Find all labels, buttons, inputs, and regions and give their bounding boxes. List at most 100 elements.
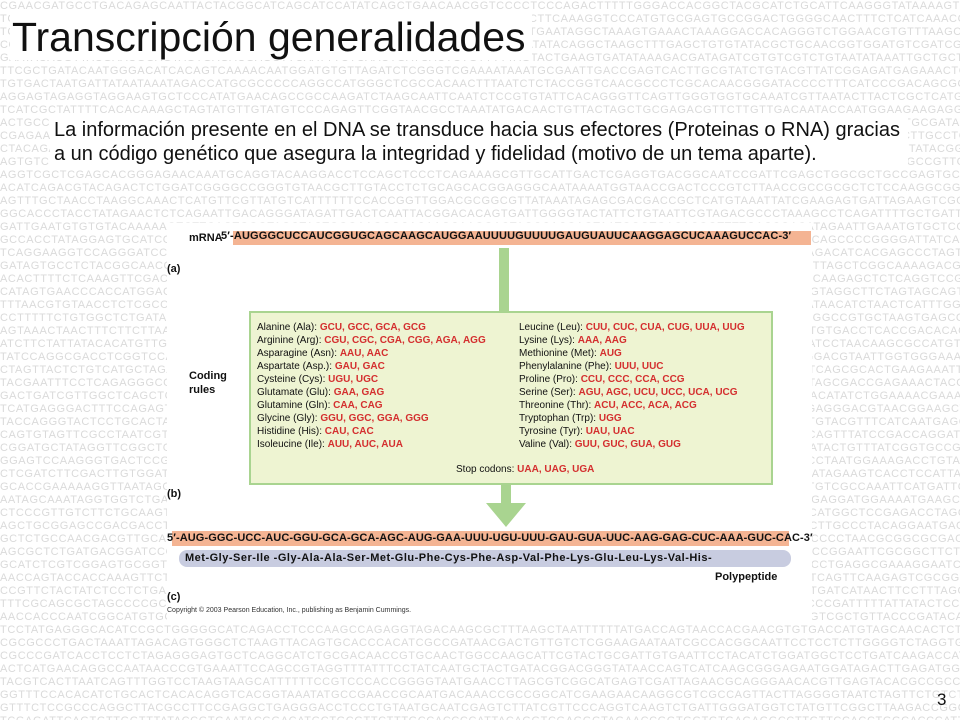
- codon-list: GCU, GCC, GCA, GCG: [319, 322, 426, 333]
- coding-rule-row: Asparagine (Asn): AAU, AAC: [257, 347, 486, 360]
- background-texture-row: TACGTCACTTAATCAGTTTGGTCCTAAGTAAGCATTTTTT…: [0, 676, 960, 688]
- coding-rule-row: Valine (Val): GUU, GUC, GUA, GUG: [519, 438, 745, 451]
- amino-acid-name: Arginine (Arg):: [257, 335, 322, 346]
- background-texture-row: ACATCAGACGTACAGACTCTGGATCGGGGCCGGGTGTAAC…: [0, 182, 960, 194]
- codon-list: CUU, CUC, CUA, CUG, UUA, UUG: [585, 322, 745, 333]
- background-texture-row: GTTTCTCCGCCCAGGCTTACGCCTTCCGAGGCTGAGGGAC…: [0, 702, 960, 714]
- amino-acid-name: Tyrosine (Tyr):: [519, 426, 583, 437]
- amino-acid-name: Threonine (Thr):: [519, 400, 592, 411]
- codon-list: AAU, AAC: [339, 348, 389, 359]
- label-c: (c): [167, 591, 181, 603]
- codon-sequence: 5′-AUG-GGC-UCC-AUC-GGU-GCA-GCA-AGC-AUG-G…: [167, 532, 813, 544]
- coding-rule-row: Aspartate (Asp.): GAU, GAC: [257, 360, 486, 373]
- amino-acid-name: Tryptophan (Trp):: [519, 413, 597, 424]
- codon-list: UUU, UUC: [614, 361, 664, 372]
- coding-rule-row: Phenylalanine (Phe): UUU, UUC: [519, 360, 745, 373]
- background-texture-row: TGTGACTAATGATTATAATAAATAGACCATGCGCCCCCAG…: [0, 78, 960, 90]
- slide-title: Transcripción generalidades: [10, 14, 532, 60]
- background-texture-row: TCATCGCTATTTTCACACAAAGCTAGTATGTTGTATGTCC…: [0, 104, 960, 116]
- stop-label: Stop codons:: [456, 464, 515, 475]
- coding-rule-row: Glycine (Gly): GGU, GGC, GGA, GGG: [257, 412, 486, 425]
- intro-paragraph: La información presente en el DNA se tra…: [50, 118, 908, 166]
- amino-acid-name: Asparagine (Asn):: [257, 348, 338, 359]
- amino-acid-name: Glutamate (Glu):: [257, 387, 331, 398]
- background-texture-row: GGCACCCTACCTATAGAACTCTCAGAATTGACAGGGATAG…: [0, 208, 960, 220]
- background-texture-row: CGCCCGATCACCTCCTCTAGAGGGAGTGCTCAGGCATCTG…: [0, 650, 960, 662]
- amino-acid-name: Proline (Pro):: [519, 374, 578, 385]
- background-texture-row: AGTTTGCTAACCTAAGGCAAACTCATGTTCGTTATGTCAT…: [0, 195, 960, 207]
- background-texture-row: AGGTCGCTCGAGCACGGGAGAACAAATGCAGGTACAAGGA…: [0, 169, 960, 181]
- amino-acid-name: Serine (Ser):: [519, 387, 576, 398]
- coding-label-line1: Coding: [189, 370, 227, 382]
- codon-list: GAA, GAG: [333, 387, 385, 398]
- mrna-label: mRNA: [189, 232, 223, 244]
- arrow-top-shaft: [499, 248, 509, 311]
- background-texture-row: TTCGCTGATACAATGGGACATCACAGTCAAAACAATGGAT…: [0, 65, 960, 77]
- mrna-sequence: 5′-AUGGGCUCCAUCGGUGCAGCAAGCAUGGAAUUUUGUU…: [221, 230, 792, 242]
- coding-rule-row: Threonine (Thr): ACU, ACC, ACA, ACG: [519, 399, 745, 412]
- amino-acid-name: Glycine (Gly):: [257, 413, 318, 424]
- amino-acid-name: Glutamine (Gln):: [257, 400, 331, 411]
- amino-acid-name: Aspartate (Asp.):: [257, 361, 333, 372]
- coding-rule-row: Tryptophan (Trp): UGG: [519, 412, 745, 425]
- coding-rules-right: Leucine (Leu): CUU, CUC, CUA, CUG, UUA, …: [519, 321, 745, 451]
- codon-list: AUU, AUC, AUA: [327, 439, 403, 450]
- coding-rule-row: Alanine (Ala): GCU, GCC, GCA, GCG: [257, 321, 486, 334]
- polypeptide-label: Polypeptide: [715, 571, 778, 583]
- amino-acid-name: Histidine (His):: [257, 426, 323, 437]
- label-a: (a): [167, 263, 181, 275]
- polypeptide-strip: [179, 550, 791, 567]
- amino-acid-name: Methionine (Met):: [519, 348, 597, 359]
- coding-rule-row: Isoleucine (Ile): AUU, AUC, AUA: [257, 438, 486, 451]
- mrna-strip: [233, 231, 811, 245]
- page-number: 3: [937, 690, 947, 709]
- polypeptide-sequence: Met-Gly-Ser-Ile -Gly-Ala-Ala-Ser-Met-Glu…: [185, 552, 713, 564]
- label-b: (b): [167, 488, 182, 500]
- coding-rule-row: Serine (Ser): AGU, AGC, UCU, UCC, UCA, U…: [519, 386, 745, 399]
- coding-rule-row: Cysteine (Cys): UGU, UGC: [257, 373, 486, 386]
- codon-list: AGU, AGC, UCU, UCC, UCA, UCG: [578, 387, 738, 398]
- coding-label-line2: rules: [189, 384, 216, 396]
- coding-rule-row: Tyrosine (Tyr): UAU, UAC: [519, 425, 745, 438]
- coding-rule-row: Proline (Pro): CCU, CCC, CCA, CCG: [519, 373, 745, 386]
- codon-list: UGU, UGC: [328, 374, 379, 385]
- codon-list: ACU, ACC, ACA, ACG: [594, 400, 697, 411]
- codon-strip: [172, 531, 789, 546]
- coding-rule-row: Glutamine (Gln): CAA, CAG: [257, 399, 486, 412]
- background-texture-row: CGCGCCCTGACTAAATTAGACAGTGGGCTCTAAGTTACAG…: [0, 637, 960, 649]
- codon-list: AAA, AAG: [577, 335, 627, 346]
- coding-rule-row: Leucine (Leu): CUU, CUC, CUA, CUG, UUA, …: [519, 321, 745, 334]
- codon-list: CGU, CGC, CGA, CGG, AGA, AGG: [324, 335, 486, 346]
- background-texture-row: TCCTATGAGGGCACATCCGCTGGGGGCATCAGACCTCCCA…: [0, 624, 960, 636]
- stop-codons: UAA, UAG, UGA: [517, 464, 595, 475]
- coding-rule-row: Histidine (His): CAU, CAC: [257, 425, 486, 438]
- codon-list: UGG: [598, 413, 622, 424]
- background-texture-row: ACTCATGAACAGGCCAATAACCCGTGAAATTCCAGCCGTA…: [0, 663, 960, 675]
- background-texture-row: TCGAGATTCAGTGTTGGTTTATACCGTGAATACGGACATG…: [0, 715, 960, 720]
- amino-acid-name: Phenylalanine (Phe):: [519, 361, 612, 372]
- codon-list: GAU, GAC: [334, 361, 385, 372]
- coding-rule-row: Glutamate (Glu): GAA, GAG: [257, 386, 486, 399]
- background-texture-row: AGGAGTAGAGGTAGGAAGTGCTCCCATATGAACAGCCGCC…: [0, 91, 960, 103]
- background-texture-row: GGTTTCCACACATCTGCACTCACACAGGTCACGGTAAATA…: [0, 689, 960, 701]
- amino-acid-name: Isoleucine (Ile):: [257, 439, 325, 450]
- coding-rules-box: Alanine (Ala): GCU, GCC, GCA, GCG Arginin…: [249, 311, 773, 485]
- arrow-bottom-shaft: [501, 485, 511, 505]
- coding-rules-left: Alanine (Ala): GCU, GCC, GCA, GCG Arginin…: [257, 321, 486, 451]
- arrow-down-icon: [486, 503, 526, 527]
- amino-acid-name: Leucine (Leu):: [519, 322, 583, 333]
- codon-list: AUG: [599, 348, 622, 359]
- amino-acid-name: Cysteine (Cys):: [257, 374, 326, 385]
- coding-rule-row: Lysine (Lys): AAA, AAG: [519, 334, 745, 347]
- amino-acid-name: Valine (Val):: [519, 439, 572, 450]
- codon-list: UAU, UAC: [585, 426, 635, 437]
- coding-rule-row: Methionine (Met): AUG: [519, 347, 745, 360]
- codon-list: CCU, CCC, CCA, CCG: [580, 374, 685, 385]
- stop-codons-line: Stop codons: UAA, UAG, UGA: [456, 464, 594, 475]
- background-texture-row: CGAACGATGCCTGACAGAGCAATTACTACGGCATCAGCAT…: [0, 0, 960, 12]
- codon-list: GGU, GGC, GGA, GGG: [320, 413, 429, 424]
- codon-list: CAU, CAC: [324, 426, 374, 437]
- copyright-notice: Copyright © 2003 Pearson Education, Inc.…: [167, 607, 412, 614]
- amino-acid-name: Alanine (Ala):: [257, 322, 318, 333]
- codon-list: CAA, CAG: [333, 400, 383, 411]
